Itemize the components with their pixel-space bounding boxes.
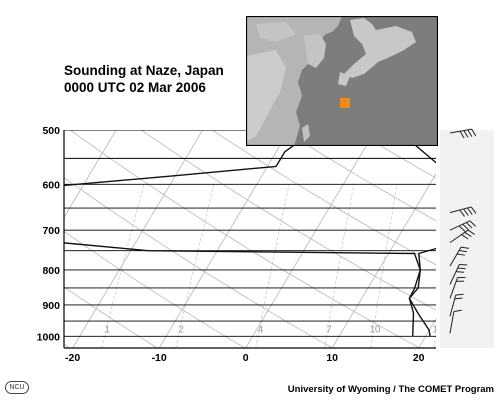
map-landmass-taiwan [302,124,310,142]
y-tick-label: 800 [42,265,60,277]
y-tick-label: 600 [42,179,60,191]
dry-adiabat-line [211,130,436,266]
wind-barb [463,130,469,138]
x-tick-label: 0 [243,352,249,364]
wind-barb [459,209,465,217]
wind-barb [449,311,455,334]
wind-barb [459,130,465,139]
dewpoint-profile-line [64,242,421,337]
plot-area: 1 2 4 7 10 16 [0,130,500,348]
dry-adiabat-line [64,343,71,348]
dry-adiabat-line [70,130,420,348]
y-tick-label: 1000 [37,331,61,343]
isotherm-line [0,130,30,348]
dry-adiabat-line [496,130,500,348]
wind-barb [455,271,464,273]
title-block: Sounding at Naze, Japan 0000 UTC 02 Mar … [64,62,224,96]
wind-barb [464,231,472,238]
ncu-logo: NCU [5,381,29,394]
isotherm-line [158,130,290,348]
mixing-ratio-label: 16 [432,324,444,335]
inset-location-map [246,16,438,146]
wind-barb [469,220,477,227]
wind-barb [471,128,477,137]
wind-barb [457,267,466,270]
wind-barb [460,246,469,249]
isotherm-line [64,130,117,219]
wind-barb [458,250,468,253]
wind-barb [455,293,464,296]
dry-adiabat-line [64,286,158,348]
isotherm-line [72,130,203,348]
wind-barb [467,229,475,235]
mixing-ratio-label: 4 [258,324,264,335]
map-landmass-korea [304,34,326,68]
mixing-ratio-line [175,184,215,348]
mixing-ratio-line [324,184,355,348]
wind-barb [470,206,477,214]
wind-barb [463,208,469,216]
temperature-profile-line [396,130,436,337]
chart-subtitle: 0000 UTC 02 Mar 2006 [64,80,206,95]
map-landmass-kyushu [338,72,350,86]
mixing-ratio-line [370,184,398,348]
chart-title: Sounding at Naze, Japan [64,63,224,78]
y-tick-label: 900 [42,300,60,312]
mixing-ratio-label: 2 [178,324,184,335]
dry-adiabat-line [64,177,333,348]
x-tick-label: 20 [413,352,425,364]
wind-barb [458,225,466,232]
x-tick-label: -20 [65,352,80,364]
map-terrain-shade [256,22,296,42]
mixing-ratio-line [255,184,290,348]
y-tick-label: 700 [42,225,60,237]
wind-barb [467,207,473,215]
mixing-ratio-line [101,184,145,348]
mixing-ratio-label: 7 [326,324,332,335]
wind-barb [467,129,473,137]
dry-adiabat-line [64,230,246,348]
station-marker-icon [340,98,350,108]
wind-barb [453,309,462,313]
map-terrain-shade [246,50,286,142]
wind-barb-panel [440,130,494,348]
wind-barb [461,234,469,240]
dry-adiabat-line [140,130,436,311]
y-tick-label: 500 [42,125,60,137]
wind-barb [456,253,466,256]
map-frame [246,16,438,146]
map-landmass-japan [344,18,416,78]
mixing-ratio-label: 1 [104,324,110,335]
map-landmass-mainland [246,16,342,146]
wind-barb [462,223,469,231]
credit-text: University of Wyoming / The COMET Progra… [287,384,494,395]
wind-barb [459,263,468,266]
dry-adiabat-line [282,130,436,222]
wind-barb [454,297,463,300]
mixing-ratio-label: 10 [369,324,381,335]
x-tick-label: -10 [152,352,167,364]
wind-barb [466,222,473,229]
x-tick-label: 10 [326,352,338,364]
